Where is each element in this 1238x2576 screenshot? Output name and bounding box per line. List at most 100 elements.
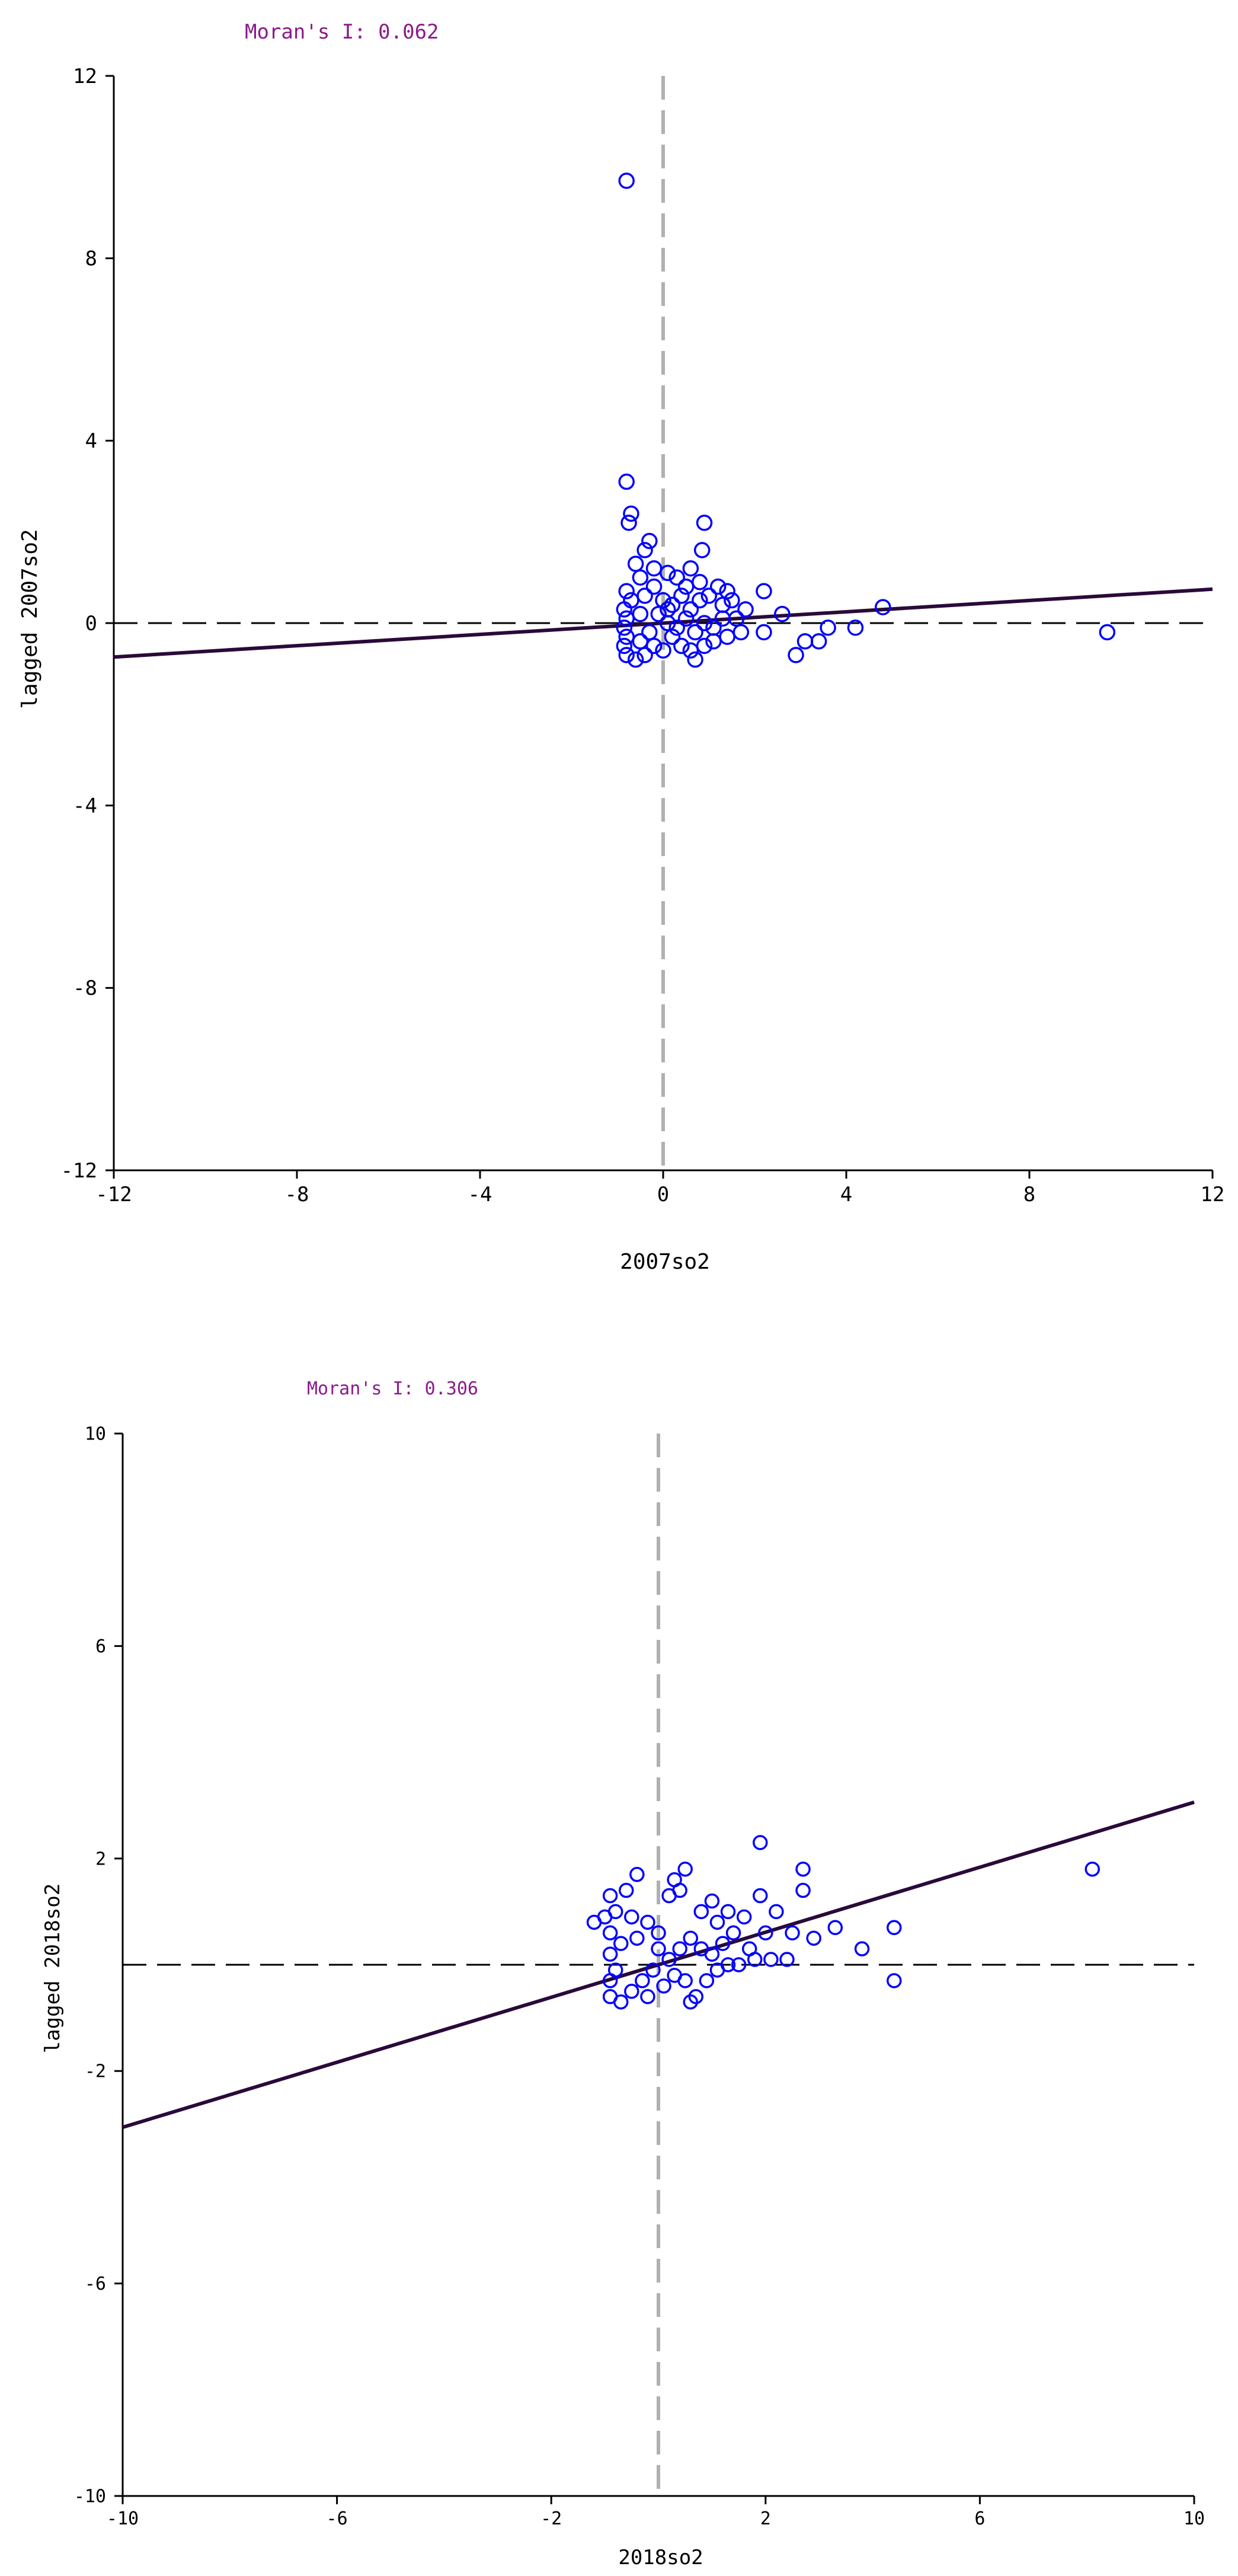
data-point (618, 473, 635, 490)
data-point (673, 637, 690, 655)
data-point (640, 1914, 655, 1930)
data-point (602, 1946, 618, 1962)
data-point (624, 1984, 639, 1999)
data-point (693, 542, 711, 558)
moran-statistic-label: Moran's I: 0.306 (307, 1378, 478, 1399)
data-point (627, 651, 644, 668)
data-point (683, 1994, 698, 2010)
data-point (602, 1925, 618, 1940)
data-point (640, 1989, 655, 2004)
data-point (668, 619, 685, 636)
data-point (692, 592, 708, 609)
data-point (806, 1930, 821, 1946)
x-tick-label: -2 (540, 2508, 562, 2529)
data-point (677, 1973, 693, 1988)
data-point (618, 173, 635, 189)
data-point (602, 1973, 618, 1988)
data-point (623, 505, 639, 522)
data-point (756, 624, 772, 641)
data-point (677, 1861, 693, 1877)
data-point (636, 542, 653, 558)
data-point (661, 1952, 677, 1967)
data-point (709, 578, 727, 595)
data-point (632, 605, 649, 623)
data-point (820, 619, 836, 636)
data-point (613, 1936, 629, 1951)
y-axis-title: lagged 2007so2 (18, 529, 42, 708)
data-point (651, 1925, 666, 1940)
data-point (696, 637, 713, 655)
data-point (618, 647, 635, 663)
data-point (720, 1957, 736, 1972)
x-tick-label: 0 (657, 1183, 669, 1206)
data-point (627, 556, 644, 572)
data-point (700, 588, 717, 604)
data-point (795, 1861, 811, 1877)
x-tick-label: -4 (468, 1183, 492, 1206)
y-tick-label: -12 (61, 1159, 97, 1183)
x-tick-label: -12 (95, 1183, 132, 1206)
data-point (785, 1925, 800, 1940)
x-tick-label: -8 (285, 1183, 309, 1206)
data-point (769, 1904, 784, 1920)
data-point (664, 596, 681, 613)
data-point (636, 588, 653, 604)
data-point (753, 1835, 768, 1850)
data-point (810, 633, 827, 650)
x-tick-label: -10 (107, 2508, 139, 2529)
x-tick-label: 6 (974, 2508, 985, 2529)
data-point (616, 601, 633, 618)
data-point (704, 1893, 720, 1909)
data-point (651, 1941, 666, 1956)
data-point (619, 1882, 634, 1898)
data-point (616, 637, 633, 655)
data-point (753, 1888, 768, 1904)
data-point (683, 1930, 698, 1946)
data-point (847, 619, 864, 636)
data-point (796, 633, 814, 650)
data-point (715, 1936, 731, 1951)
data-point (672, 1941, 687, 1956)
y-tick-label: -2 (85, 2061, 106, 2082)
data-point (664, 628, 681, 645)
data-point (682, 560, 699, 577)
x-tick-label: 10 (1183, 2508, 1205, 2529)
data-point (618, 583, 635, 599)
y-axis-title: lagged 2018so2 (41, 1884, 65, 2054)
data-point (719, 628, 735, 645)
data-point (688, 1989, 704, 2004)
data-point (731, 1957, 747, 1972)
data-point (788, 647, 804, 663)
y-tick-label: -6 (85, 2274, 106, 2294)
data-point (747, 1952, 763, 1967)
data-point (887, 1973, 902, 1988)
data-point (682, 601, 699, 618)
data-point (629, 1866, 645, 1882)
y-tick-label: 8 (85, 247, 97, 271)
y-tick-label: -10 (74, 2486, 106, 2507)
data-point (736, 1909, 752, 1925)
data-point (645, 1962, 661, 1978)
data-point (779, 1952, 795, 1967)
data-point (645, 637, 663, 655)
data-point (732, 624, 750, 641)
data-point (720, 1904, 736, 1920)
data-point (620, 515, 637, 531)
data-point (763, 1952, 779, 1967)
data-point (659, 601, 676, 618)
data-point (725, 1925, 741, 1940)
data-point (616, 619, 633, 636)
data-point (618, 610, 635, 627)
data-point (632, 633, 649, 650)
x-tick-label: -6 (327, 2508, 348, 2529)
data-point (677, 610, 695, 627)
data-point (613, 1994, 629, 2010)
data-point (774, 605, 791, 623)
y-tick-label: 2 (95, 1849, 106, 1869)
data-point (693, 1904, 709, 1920)
data-point (1085, 1861, 1100, 1877)
data-point (641, 624, 658, 641)
data-point (650, 605, 667, 623)
regression-line (113, 587, 1213, 659)
